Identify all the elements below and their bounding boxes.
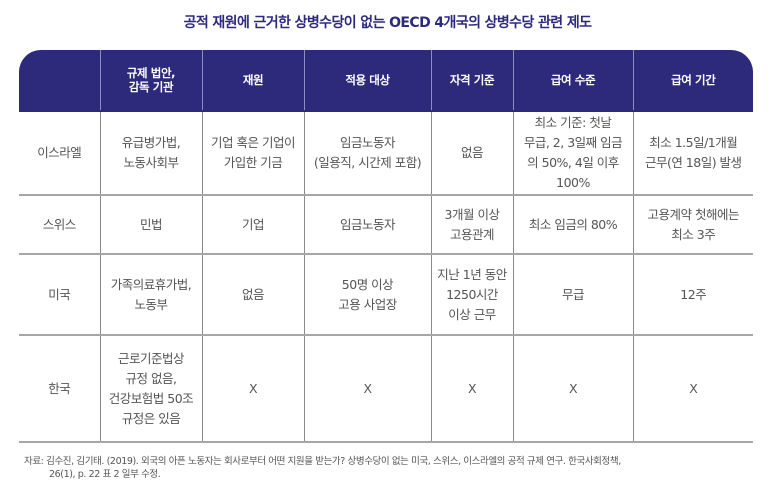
table-row-korea: 한국 근로기준법상 규정 없음, 건강보험법 50조 규정은 있음 X X X …	[19, 335, 753, 443]
benefit-level-cell: 최소 임금의 80%	[512, 195, 633, 255]
benefit-duration-cell: 고용계약 첫해에는 최소 3주	[632, 195, 753, 255]
header-benefit-level: 급여 수준	[512, 50, 633, 111]
source-line-1: 자료: 김수진, 김기태. (2019). 외국의 아픈 노동자는 회사로부터 …	[24, 456, 621, 467]
eligibility-cell: 지난 1년 동안 1250시간 이상 근무	[430, 254, 513, 336]
source-citation: 자료: 김수진, 김기태. (2019). 외국의 아픈 노동자는 회사로부터 …	[24, 455, 764, 481]
eligibility-cell: X	[430, 335, 513, 443]
header-regulation: 규제 법안, 감독 기관	[99, 50, 202, 111]
coverage-cell: 임금노동자 (일용직, 시간제 포함)	[303, 110, 431, 196]
coverage-cell: 임금노동자	[303, 195, 431, 255]
regulation-cell: 근로기준법상 규정 없음, 건강보험법 50조 규정은 있음	[99, 335, 202, 443]
source-line-2: 26(1), p. 22 표 2 일부 수정.	[49, 469, 161, 480]
header-benefit-duration: 급여 기간	[632, 50, 753, 111]
benefit-duration-cell: 최소 1.5일/1개월 근무(연 18일) 발생	[632, 110, 753, 196]
regulation-cell: 유급병가법, 노동사회부	[99, 110, 202, 196]
funding-cell: 없음	[201, 254, 304, 336]
header-row: 규제 법안, 감독 기관 재원 적용 대상 자격 기준 급여 수준 급여 기간	[19, 50, 753, 111]
table-row-switzerland: 스위스 민법 기업 임금노동자 3개월 이상 고용관계 최소 임금의 80% 고…	[19, 195, 753, 255]
table-row-usa: 미국 가족의료휴가법, 노동부 없음 50명 이상 고용 사업장 지난 1년 동…	[19, 254, 753, 336]
header-eligibility: 자격 기준	[430, 50, 513, 111]
header-funding: 재원	[201, 50, 304, 111]
benefit-level-cell: 무급	[512, 254, 633, 336]
regulation-cell: 민법	[99, 195, 202, 255]
header-coverage: 적용 대상	[303, 50, 431, 111]
table-title: 공적 재원에 근거한 상병수당이 없는 OECD 4개국의 상병수당 관련 제도	[183, 15, 592, 31]
eligibility-cell: 없음	[430, 110, 513, 196]
coverage-cell: X	[303, 335, 431, 443]
table-row-israel: 이스라엘 유급병가법, 노동사회부 기업 혹은 기업이 가입한 기금 임금노동자…	[19, 110, 753, 196]
funding-cell: X	[201, 335, 304, 443]
benefit-level-cell: X	[512, 335, 633, 443]
benefit-level-cell: 최소 기준: 첫날 무급, 2, 3일째 임금 의 50%, 4일 이후 100…	[512, 110, 633, 196]
header-country	[19, 50, 100, 111]
country-cell: 한국	[19, 335, 100, 443]
funding-cell: 기업 혹은 기업이 가입한 기금	[201, 110, 304, 196]
country-cell: 스위스	[19, 195, 100, 255]
country-cell: 미국	[19, 254, 100, 336]
coverage-cell: 50명 이상 고용 사업장	[303, 254, 431, 336]
eligibility-cell: 3개월 이상 고용관계	[430, 195, 513, 255]
regulation-cell: 가족의료휴가법, 노동부	[99, 254, 202, 336]
comparison-table: 규제 법안, 감독 기관 재원 적용 대상 자격 기준 급여 수준 급여 기간 …	[19, 50, 753, 443]
benefit-duration-cell: 12주	[632, 254, 753, 336]
benefit-duration-cell: X	[632, 335, 753, 443]
country-cell: 이스라엘	[19, 110, 100, 196]
funding-cell: 기업	[201, 195, 304, 255]
